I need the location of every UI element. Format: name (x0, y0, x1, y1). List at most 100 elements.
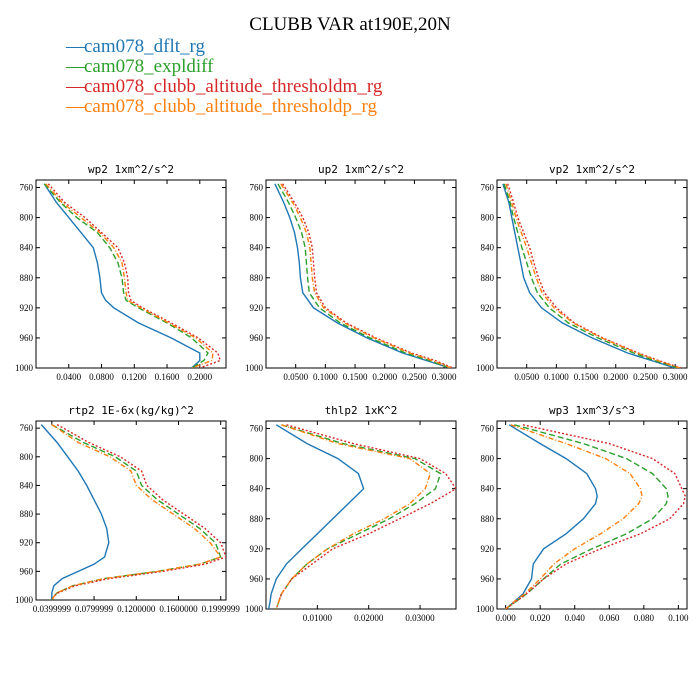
y-tick-label: 800 (250, 454, 264, 464)
legend-label: cam078_dflt_rg (84, 36, 206, 57)
series-line-4 (275, 424, 432, 609)
series-line-3 (47, 183, 222, 368)
series-line-4 (505, 183, 681, 368)
plot-frame (265, 420, 457, 610)
y-tick-label: 760 (250, 424, 264, 434)
x-tick-label: 0.2000 (187, 372, 212, 382)
x-tick-label: 0.01000 (303, 613, 333, 623)
y-tick-label: 760 (481, 183, 495, 193)
series-line-3 (275, 424, 456, 609)
y-tick-label: 840 (250, 484, 264, 494)
y-tick-label: 1000 (476, 604, 495, 614)
panel-4: rtp2 1E-6x(kg/kg)^2 760 800 840 880 920 960 100… (15, 404, 240, 614)
series-line-2 (43, 183, 209, 368)
y-tick-label: 760 (250, 183, 264, 193)
y-tick-label: 880 (250, 273, 264, 283)
x-tick-label: 0.1999999 (202, 604, 241, 614)
y-tick-label: 880 (20, 509, 34, 519)
x-tick-label: 0.0500 (283, 372, 308, 382)
series-line-2 (503, 183, 679, 368)
legend: —cam078_dflt_rg —cam078_expldiff —cam078… (66, 37, 382, 117)
y-tick-label: 800 (20, 452, 34, 462)
panel-title: wp2 1xm^2/s^2 (88, 163, 174, 176)
x-tick-label: 0.1000 (544, 372, 569, 382)
legend-item-expldiff: —cam078_expldiff (66, 57, 382, 77)
series-line-2 (51, 423, 222, 600)
y-tick-label: 800 (250, 213, 264, 223)
y-tick-label: 800 (481, 213, 495, 223)
x-tick-label: 0.020 (530, 613, 551, 623)
y-tick-label: 960 (20, 333, 34, 343)
panel-1: wp2 1xm^2/s^2 760 800 840 880 920 960 1000 0.040… (15, 163, 227, 382)
y-tick-label: 840 (20, 243, 34, 253)
series-line-3 (507, 183, 682, 368)
x-tick-label: 0.0400 (56, 372, 81, 382)
legend-item-dflt: —cam078_dflt_rg (66, 37, 382, 57)
x-tick-label: 0.02000 (354, 613, 384, 623)
y-tick-label: 920 (250, 303, 264, 313)
x-tick-label: 0.3000 (663, 372, 688, 382)
panel-title: thlp2 1xK^2 (325, 404, 398, 417)
series-line-2 (277, 183, 451, 368)
x-tick-label: 0.0500 (514, 372, 539, 382)
y-tick-label: 1000 (245, 363, 264, 373)
legend-label: cam078_clubb_altitude_thresholdm_rg (84, 76, 383, 97)
series-line-3 (505, 424, 687, 609)
y-tick-label: 800 (20, 213, 34, 223)
y-tick-label: 840 (481, 484, 495, 494)
x-tick-label: 0.1500 (574, 372, 599, 382)
x-tick-label: 0.1200000 (117, 604, 156, 614)
y-tick-label: 880 (20, 273, 34, 283)
y-tick-label: 960 (20, 566, 34, 576)
x-tick-label: 0.2000 (372, 372, 397, 382)
x-tick-label: 0.080 (634, 613, 655, 623)
panel-title: wp3 1xm^3/s^3 (549, 404, 635, 417)
x-tick-label: 0.0399999 (33, 604, 72, 614)
x-tick-label: 0.0800 (89, 372, 114, 382)
panel-title: vp2 1xm^2/s^2 (549, 163, 635, 176)
y-tick-label: 960 (250, 333, 264, 343)
y-tick-label: 760 (20, 183, 34, 193)
series-line-2 (275, 424, 442, 609)
legend-dash: — (66, 96, 85, 117)
series-line-4 (51, 424, 222, 600)
legend-item-thresholdp: —cam078_clubb_altitude_thresholdp_rg (66, 97, 382, 117)
legend-dash: — (66, 56, 85, 77)
series-line-1 (505, 424, 598, 609)
y-tick-label: 960 (250, 574, 264, 584)
y-tick-label: 1000 (15, 363, 34, 373)
y-tick-label: 920 (20, 538, 34, 548)
plot-frame (35, 179, 227, 369)
panel-6: wp3 1xm^3/s^3 760 800 840 880 920 960 10000.000… (476, 404, 689, 623)
plot-frame (265, 179, 457, 369)
y-tick-label: 880 (481, 514, 495, 524)
panel-3: vp2 1xm^2/s^2 760 800 840 880 920 960 1000 0.050… (476, 163, 688, 382)
y-tick-label: 1000 (15, 595, 34, 605)
legend-label: cam078_clubb_altitude_thresholdp_rg (84, 96, 378, 117)
y-tick-label: 960 (481, 574, 495, 584)
x-tick-label: 0.1000 (313, 372, 338, 382)
x-tick-label: 0.0799999 (75, 604, 114, 614)
legend-dash: — (66, 36, 85, 57)
legend-item-thresholdm: —cam078_clubb_altitude_thresholdm_rg (66, 77, 382, 97)
x-tick-label: 0.1600 (155, 372, 180, 382)
series-line-1 (502, 183, 676, 368)
x-tick-label: 0.03000 (405, 613, 435, 623)
panel-title: rtp2 1E-6x(kg/kg)^2 (68, 404, 194, 417)
y-tick-label: 920 (481, 544, 495, 554)
x-tick-label: 0.060 (599, 613, 620, 623)
y-tick-label: 840 (20, 480, 34, 490)
legend-label: cam078_expldiff (84, 56, 214, 77)
x-tick-label: 0.040 (565, 613, 586, 623)
x-tick-label: 0.2000 (603, 372, 628, 382)
series-line-4 (280, 183, 452, 368)
y-tick-label: 1000 (245, 604, 264, 614)
y-tick-label: 760 (20, 423, 34, 433)
series-line-1 (40, 424, 110, 600)
y-tick-label: 760 (481, 424, 495, 434)
plot-frame (496, 179, 688, 369)
plot-frame (496, 420, 688, 610)
y-tick-label: 920 (481, 303, 495, 313)
legend-dash: — (66, 76, 85, 97)
